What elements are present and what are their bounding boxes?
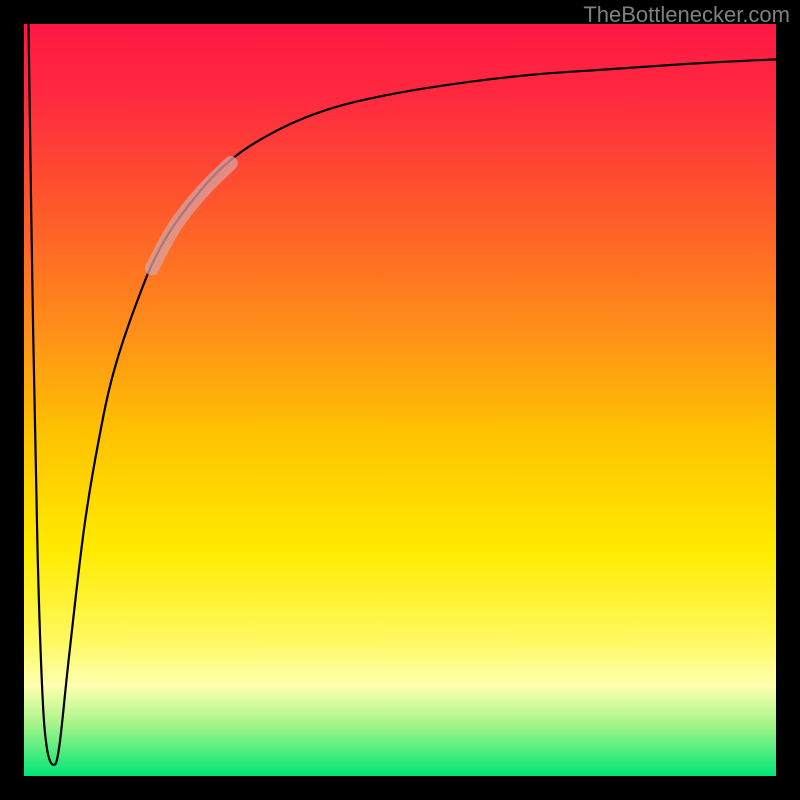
watermark-text: TheBottlenecker.com — [583, 2, 790, 28]
chart-container: TheBottlenecker.com — [0, 0, 800, 800]
plot-background — [24, 24, 776, 776]
bottleneck-chart — [0, 0, 800, 800]
